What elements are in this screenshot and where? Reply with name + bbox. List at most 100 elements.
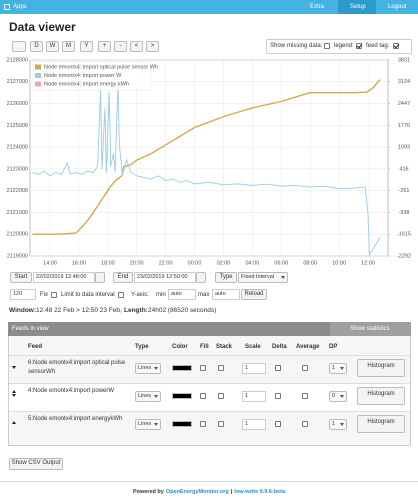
end-button[interactable]: End (113, 272, 133, 283)
column-header: DP (329, 344, 338, 350)
legend-swatch (35, 64, 41, 70)
interval-input[interactable]: 120 (10, 289, 36, 300)
y-tick-label: 2121000 (7, 210, 28, 216)
column-header: Feed (28, 344, 43, 350)
range-button[interactable]: Y (80, 41, 93, 52)
fill-checkbox[interactable] (200, 393, 206, 399)
stats-bg (330, 322, 411, 336)
range-button[interactable]: + (98, 41, 111, 52)
delta-checkbox[interactable] (275, 393, 281, 399)
yaxis-label: Y-axis: (131, 292, 149, 298)
nav-brand[interactable]: Apps (13, 4, 27, 10)
legend-checkbox[interactable] (356, 43, 362, 49)
dp-select[interactable]: 0 (329, 391, 347, 402)
y2-tick-label: -938 (398, 210, 409, 216)
feed-name: 6:Node emontx4:import optical pulse sens… (28, 360, 126, 375)
max-label: max (198, 292, 210, 298)
y-tick-label: 2120000 (7, 232, 28, 238)
reload-button[interactable]: Reload (241, 289, 267, 300)
average-checkbox[interactable] (302, 365, 308, 371)
max-input[interactable]: auto (212, 289, 240, 300)
end-calendar[interactable] (196, 272, 206, 283)
scale-input[interactable]: 1 (242, 391, 266, 402)
feed-tag-label: feed tag: (366, 43, 390, 49)
missing-checkbox[interactable] (324, 43, 330, 49)
nav-extra[interactable]: Extra (310, 4, 325, 10)
legend-label: Node emontx4: import optical pulse senso… (44, 64, 158, 70)
color-swatch[interactable] (172, 421, 192, 427)
feed-tag-checkbox[interactable] (393, 43, 399, 49)
range-button[interactable]: D (30, 41, 43, 52)
dp-select[interactable]: 1 (329, 363, 347, 374)
fix-checkbox[interactable] (51, 292, 57, 298)
y-tick-label: 2123000 (7, 166, 28, 172)
histogram-button[interactable]: Histogram (357, 387, 405, 405)
legend-label: Node emontx4: import power W (44, 73, 122, 79)
x-tick-label: 22:00 (159, 260, 173, 266)
y-tick-label: 2125000 (7, 123, 28, 129)
footer-link[interactable]: OpenEnergyMonitor.org (165, 489, 229, 495)
min-input[interactable]: auto (168, 289, 196, 300)
type-select[interactable]: Lines (135, 419, 161, 430)
start-input[interactable]: 22/02/2019 12:48:00 (33, 272, 95, 283)
length-label: Length: (124, 307, 148, 314)
column-header: Stack (216, 344, 233, 350)
average-checkbox[interactable] (302, 393, 308, 399)
histogram-button[interactable]: Histogram (357, 359, 405, 377)
page-title: Data viewer (9, 20, 76, 34)
move-down[interactable] (12, 366, 16, 369)
move-down[interactable] (12, 394, 16, 397)
fill-checkbox[interactable] (200, 421, 206, 427)
stack-checkbox[interactable] (218, 421, 224, 427)
toggle-button[interactable] (12, 41, 26, 52)
series-line (32, 85, 381, 257)
move-up[interactable] (12, 390, 16, 393)
type-select[interactable]: Lines (135, 363, 161, 374)
column-header: Color (172, 344, 188, 350)
nav-logout[interactable]: Logout (388, 4, 407, 10)
csv-button[interactable]: Show CSV Output (9, 458, 63, 470)
legend-label: legend: (334, 43, 354, 49)
scale-input[interactable]: 1 (242, 419, 266, 430)
legend-label: Node emontx4: import energy kWh (44, 81, 129, 87)
end-input[interactable]: 23/02/2019 12:50:00 (134, 272, 196, 283)
y-tick-label: 2127000 (7, 79, 28, 85)
type-select[interactable]: Fixed Interval (238, 272, 288, 283)
start-calendar[interactable] (95, 272, 105, 283)
stats-button[interactable]: Show statistics (350, 326, 390, 332)
color-swatch[interactable] (172, 365, 192, 371)
range-button[interactable]: W (46, 41, 59, 52)
color-swatch[interactable] (172, 393, 192, 399)
y-tick-label: 2128000 (7, 57, 28, 63)
footer: Powered by OpenEnergyMonitor.org | low-writ… (0, 487, 418, 497)
limit-checkbox[interactable] (118, 292, 124, 298)
show-label: Show (270, 43, 286, 49)
legend-swatch (35, 73, 41, 78)
histogram-button[interactable]: Histogram (357, 415, 405, 433)
y2-tick-label: 3124 (398, 79, 410, 85)
scale-input[interactable]: 1 (242, 363, 266, 374)
x-tick-label: 16:00 (72, 260, 86, 266)
dp-select[interactable]: 1 (329, 419, 347, 430)
move-up[interactable] (12, 421, 16, 424)
window-label: Window: (9, 307, 37, 314)
x-tick-label: 06:00 (274, 260, 288, 266)
range-button[interactable]: M (62, 41, 75, 52)
stack-checkbox[interactable] (218, 365, 224, 371)
delta-checkbox[interactable] (275, 421, 281, 427)
stack-checkbox[interactable] (218, 393, 224, 399)
type-select[interactable]: Lines (135, 391, 161, 402)
range-button[interactable]: > (146, 41, 159, 52)
x-tick-label: 12:00 (361, 260, 375, 266)
type-button[interactable]: Type (215, 272, 237, 283)
show-box (266, 39, 412, 54)
delta-checkbox[interactable] (275, 365, 281, 371)
start-button[interactable]: Start (10, 272, 32, 283)
range-button[interactable]: - (114, 41, 127, 52)
average-checkbox[interactable] (302, 421, 308, 427)
fill-checkbox[interactable] (200, 365, 206, 371)
column-header: Delta (272, 344, 287, 350)
range-button[interactable]: < (130, 41, 143, 52)
y2-tick-label: 1093 (398, 145, 410, 151)
nav-setup[interactable]: Setup (350, 4, 366, 10)
